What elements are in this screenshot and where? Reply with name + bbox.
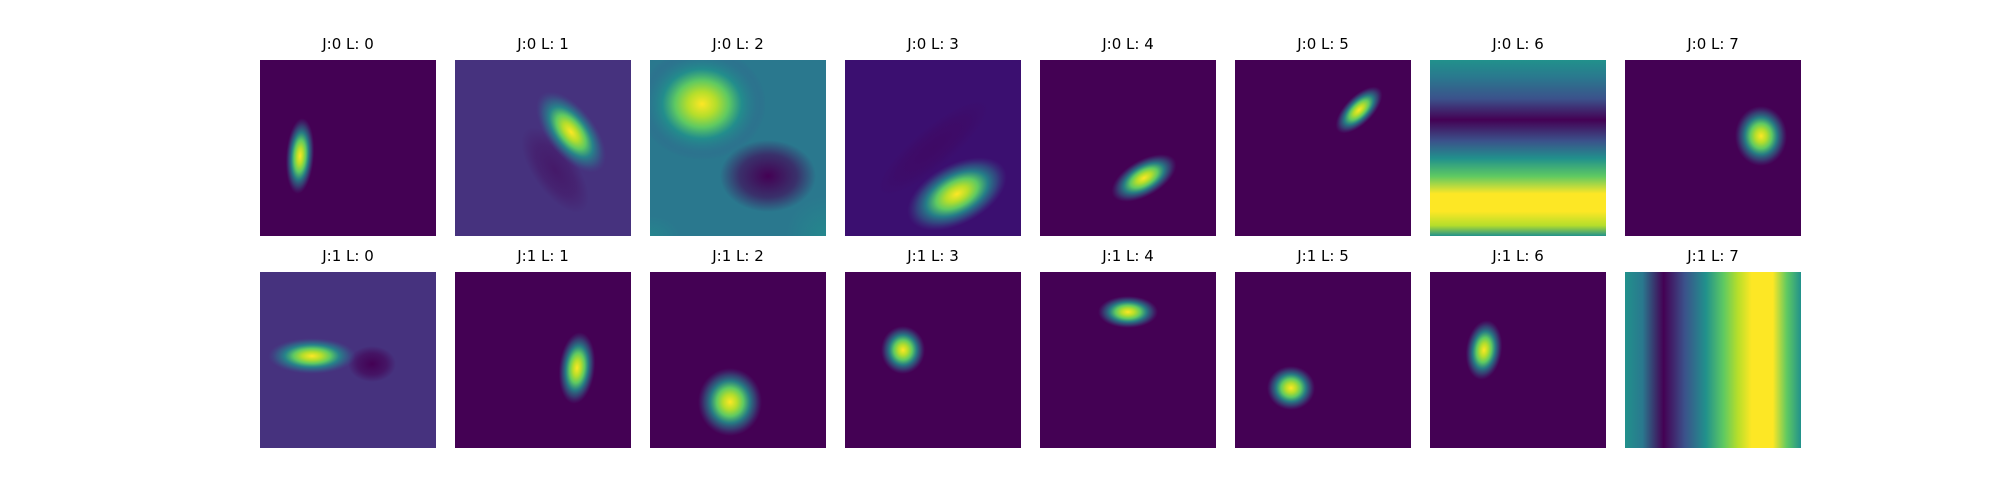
panel-title: J:0 L: 6 (1492, 35, 1544, 53)
filter-heatmap-image (845, 60, 1021, 236)
filter-heatmap-image (1430, 272, 1606, 448)
panel-title: J:0 L: 1 (517, 35, 569, 53)
filter-heatmap-image (455, 272, 631, 448)
filter-heatmap-image (1430, 60, 1606, 236)
filter-heatmap-image (1235, 272, 1411, 448)
panel-title: J:0 L: 7 (1687, 35, 1739, 53)
filter-heatmap-image (455, 60, 631, 236)
panel-title: J:0 L: 2 (712, 35, 764, 53)
panel-title: J:0 L: 5 (1297, 35, 1349, 53)
panel-title: J:1 L: 5 (1297, 247, 1349, 265)
panel-title: J:1 L: 4 (1102, 247, 1154, 265)
filter-heatmap-image (1040, 60, 1216, 236)
panel-title: J:1 L: 7 (1687, 247, 1739, 265)
panel-title: J:1 L: 2 (712, 247, 764, 265)
filter-heatmap-image (1040, 272, 1216, 448)
filter-heatmap-image (260, 272, 436, 448)
panel-title: J:1 L: 6 (1492, 247, 1544, 265)
panel-title: J:1 L: 3 (907, 247, 959, 265)
filter-heatmap-image (650, 272, 826, 448)
panel-title: J:0 L: 3 (907, 35, 959, 53)
panel-title: J:0 L: 4 (1102, 35, 1154, 53)
panel-title: J:1 L: 1 (517, 247, 569, 265)
filter-heatmap-image (260, 60, 436, 236)
filter-heatmap-image (1625, 272, 1801, 448)
filter-heatmap-image (1235, 60, 1411, 236)
filter-heatmap-image (845, 272, 1021, 448)
panel-title: J:0 L: 0 (322, 35, 374, 53)
panel-title: J:1 L: 0 (322, 247, 374, 265)
filter-heatmap-image (650, 60, 826, 236)
filter-heatmap-image (1625, 60, 1801, 236)
